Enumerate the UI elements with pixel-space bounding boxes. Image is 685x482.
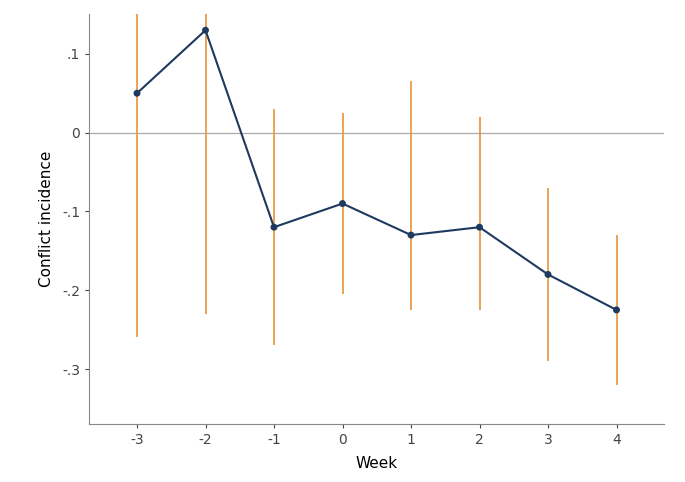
Point [337,200,348,207]
Point [406,231,416,239]
Point [611,306,622,314]
Y-axis label: Conflict incidence: Conflict incidence [38,151,53,287]
Point [269,223,279,231]
Point [132,89,142,97]
Point [474,223,485,231]
Point [543,270,553,278]
X-axis label: Week: Week [356,455,398,470]
Point [200,27,211,34]
